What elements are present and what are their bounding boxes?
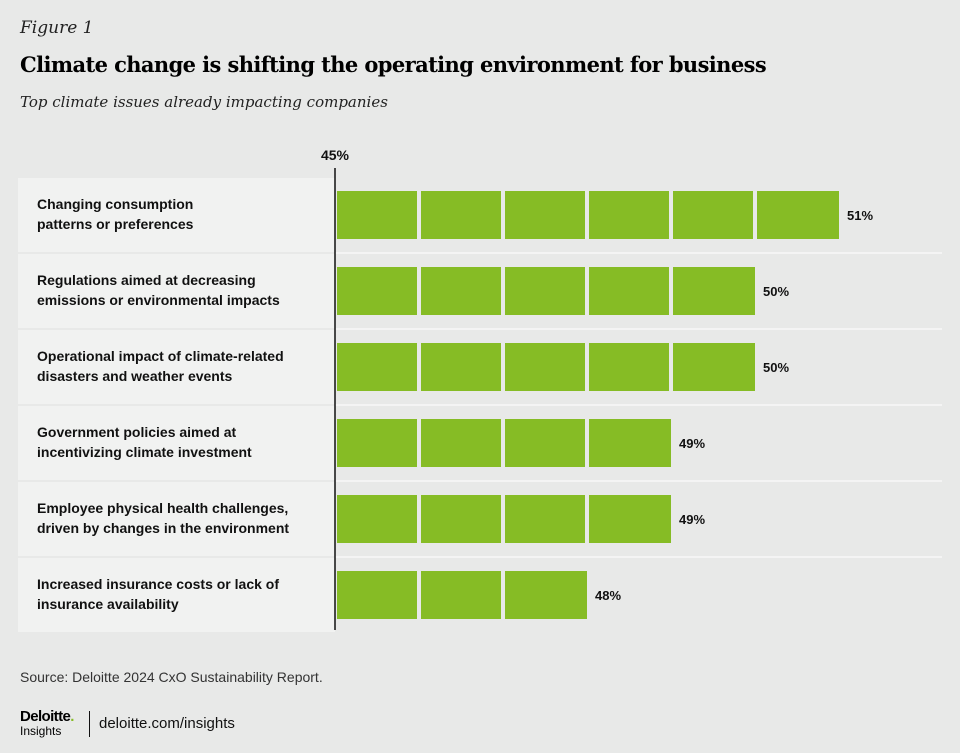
bar-segment <box>337 419 417 467</box>
category-label: Government policies aimed at incentivizin… <box>37 424 252 460</box>
bar <box>337 343 755 391</box>
bar-segment <box>505 267 585 315</box>
bar-segment <box>337 191 417 239</box>
bar <box>337 419 671 467</box>
value-label: 49% <box>679 512 705 527</box>
value-label: 51% <box>847 208 873 223</box>
bar-segment <box>337 495 417 543</box>
bar-segment <box>757 191 839 239</box>
bar-segment <box>421 267 501 315</box>
row-label-panel <box>18 482 335 556</box>
bar-segment <box>505 571 587 619</box>
row-label-panel <box>18 406 335 480</box>
bar-segment <box>421 191 501 239</box>
chart-title: Climate change is shifting the operating… <box>20 52 767 77</box>
bar-segment <box>421 571 501 619</box>
baseline-label: 45% <box>321 147 350 163</box>
deloitte-insights-logo[interactable]: Deloitte. Insights <box>20 709 74 737</box>
logo-dot: . <box>70 708 74 725</box>
row-label-panel <box>18 558 335 632</box>
chart-subtitle: Top climate issues already impacting com… <box>20 93 388 111</box>
figure-label: Figure 1 <box>20 18 94 38</box>
logo-brand: Deloitte. <box>20 709 74 724</box>
value-label: 49% <box>679 436 705 451</box>
bar-segment <box>505 495 585 543</box>
value-label: 50% <box>763 360 789 375</box>
bar <box>337 267 755 315</box>
row-label-panel <box>18 330 335 404</box>
bar-segment <box>589 267 669 315</box>
bar-segment <box>589 419 671 467</box>
site-link[interactable]: deloitte.com/insights <box>99 715 235 732</box>
category-label: Operational impact of climate-related dis… <box>37 348 284 384</box>
bar-segment <box>589 191 669 239</box>
bar <box>337 495 671 543</box>
bar-segment <box>337 343 417 391</box>
logo-sub: Insights <box>20 724 62 738</box>
bar-segment <box>673 343 755 391</box>
bar-segment <box>589 343 669 391</box>
bar-segment <box>421 419 501 467</box>
bar-chart: 45% Changing consumption patterns or prefe… <box>18 147 942 632</box>
bar-segment <box>505 419 585 467</box>
bar-segment <box>589 495 671 543</box>
bar <box>337 191 839 239</box>
bar-segment <box>421 343 501 391</box>
bar-segment <box>505 191 585 239</box>
footer-divider <box>89 711 90 737</box>
source-note: Source: Deloitte 2024 CxO Sustainability… <box>20 669 323 685</box>
bar <box>337 571 587 619</box>
category-label: Regulations aimed at decreasing emissions… <box>37 272 280 308</box>
bar-segment <box>505 343 585 391</box>
category-label: Changing consumption patterns or preferen… <box>37 196 194 232</box>
logo-brand-text: Deloitte <box>20 708 71 725</box>
category-label: Increased insurance costs or lack of insu… <box>37 576 279 612</box>
value-label: 48% <box>595 588 621 603</box>
bar-segment <box>337 267 417 315</box>
bar-segment <box>421 495 501 543</box>
bar-segment <box>673 267 755 315</box>
row-label-panel <box>18 178 335 252</box>
row-label-panel <box>18 254 335 328</box>
bar-segment <box>337 571 417 619</box>
value-label: 50% <box>763 284 789 299</box>
bar-segment <box>673 191 753 239</box>
category-label: Employee physical health challenges, driv… <box>37 500 289 536</box>
